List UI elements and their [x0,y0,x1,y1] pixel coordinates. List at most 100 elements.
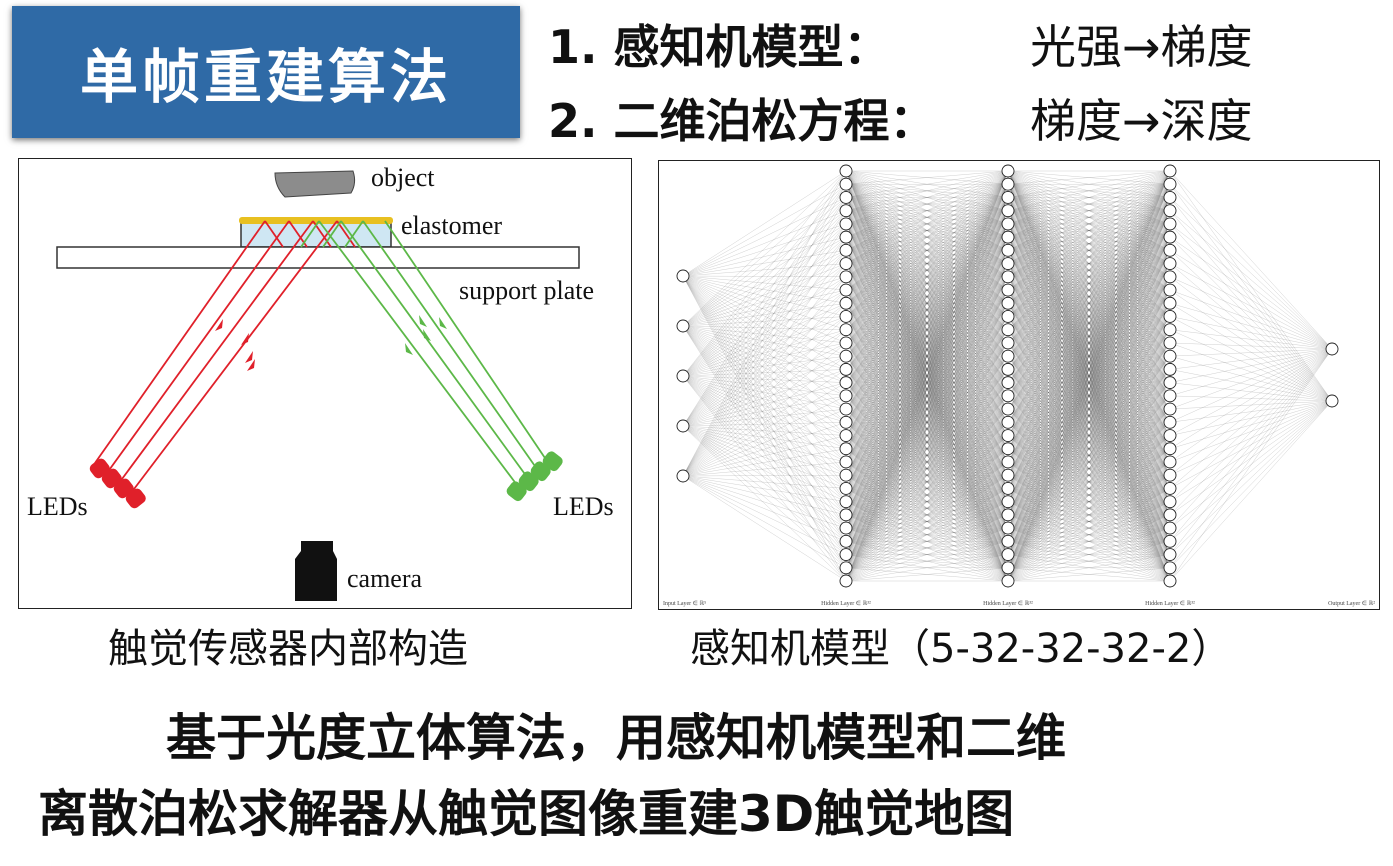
neuron-connection [682,275,847,410]
neuron-node [839,283,853,297]
neuron-connection [1007,170,1171,502]
neuron-connection [682,375,847,489]
neuron-connection [682,325,847,476]
layer-label: Hidden Layer ∈ ℝ³² [983,600,1033,607]
summary-line-1-text: 基于光度立体算法，用感知机模型和二维 [166,709,1066,767]
neuron-connection [845,170,1009,344]
neuron-connection [682,425,847,502]
neuron-connection [1007,342,1171,582]
neuron-connection [1007,303,1171,582]
green-reflect-ray [344,220,364,248]
green-reflect-ray [322,220,342,248]
neuron-connection [1169,400,1333,555]
neuron-connection [682,382,847,477]
neuron-connection [1007,170,1171,582]
green-ray [318,220,518,486]
neuron-connection [845,170,1009,225]
neuron-connection [845,422,1009,582]
neuron-connection [1007,170,1171,330]
neuron-connection [1007,184,1171,582]
neuron-connection [845,514,1009,582]
neuron-node [839,481,853,495]
neuron-connection [682,275,847,370]
neuron-connection [682,375,847,515]
neuron-connection [682,275,847,436]
neuron-node [839,389,853,403]
green-ray [362,220,538,470]
neuron-connection [1169,316,1333,350]
neuron-connection [1169,395,1333,402]
neuron-node [1163,283,1177,297]
neuron-connection [845,223,1009,582]
neuron-connection [1169,250,1333,402]
neuron-node [1001,243,1015,257]
neuron-connection [1007,382,1171,582]
neuron-connection [1007,170,1171,185]
neuron-node [1163,561,1177,575]
neuron-connection [1169,400,1333,423]
neuron-connection [682,210,847,377]
neuron-node [1001,376,1015,390]
neuron-connection [682,395,847,477]
neuron-connection [682,475,847,489]
sensor-diagram-panel: object elastomer support plate [18,158,632,609]
neuron-node [1163,362,1177,376]
neuron-connection [845,554,1009,582]
neuron-connection [1007,461,1171,582]
neuron-node [1163,296,1177,310]
neuron-connection [682,448,847,477]
neuron-connection [1169,400,1333,568]
red-arrowhead [241,333,249,345]
neuron-connection [682,325,847,568]
neuron-connection [1007,422,1171,582]
neuron-connection [845,210,1009,582]
neuron-connection [845,170,1009,396]
neuron-connection [682,435,847,477]
neuron-connection [1169,369,1333,402]
neuron-connection [1169,400,1333,529]
neuron-connection [1007,554,1171,582]
neuron-connection [1007,170,1171,463]
neuron-connection [682,382,847,427]
neuron-connection [682,375,847,396]
neuron-connection [682,375,847,383]
neuron-connection [682,425,847,515]
neuron-connection [682,369,847,377]
neuron-connection [1007,197,1171,582]
neuron-connection [1169,348,1333,463]
neuron-node [1163,574,1177,588]
neuron-connection [682,408,847,477]
neuron-connection [845,382,1009,582]
neuron-connection [1169,348,1333,489]
neuron-connection [1169,400,1333,542]
neuron-connection [845,170,1009,357]
neuron-connection [682,425,847,489]
neuron-node [1163,349,1177,363]
neuron-connection [682,408,847,427]
layer-label: Input Layer ∈ ℝ⁵ [663,600,706,607]
neuron-node [1001,521,1015,535]
neuron-connection [682,325,847,463]
neuron-connection [682,223,847,327]
neuron-node [1001,548,1015,561]
neuron-connection [1169,400,1333,476]
neuron-connection [682,375,847,568]
neuron-connection [682,275,847,344]
neuron-connection [682,263,847,477]
neuron-connection [1169,348,1333,357]
neuron-connection [1169,348,1333,476]
neuron-connection [1169,250,1333,350]
red-arrowhead [215,319,223,331]
neuron-connection [682,250,847,327]
neuron-connection [1007,329,1171,582]
neuron-connection [682,303,847,377]
neuron-connection [682,422,847,477]
neuron-node [839,548,853,561]
neuron-node [1001,177,1015,191]
green-led-array [506,451,563,502]
neuron-connection [682,197,847,377]
neuron-connection [1169,348,1333,555]
neuron-connection [682,263,847,377]
neuron-connection [682,342,847,427]
neuron-connection [845,488,1009,582]
